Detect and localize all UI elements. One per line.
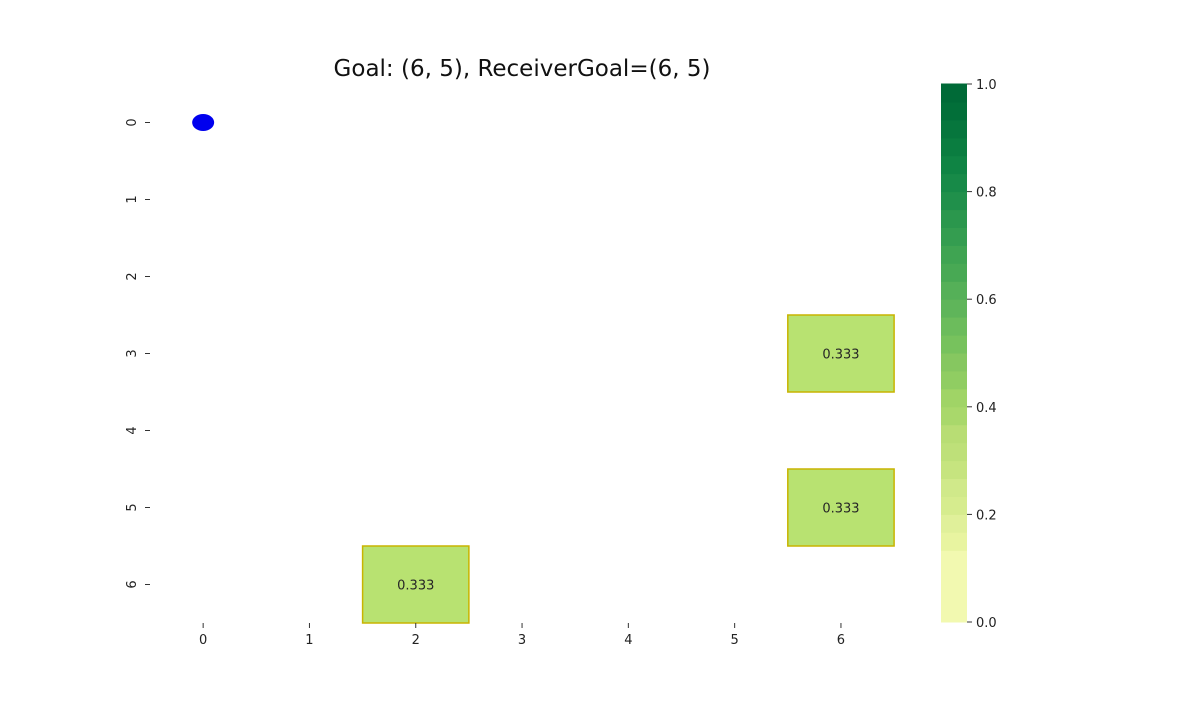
heatmap-cell bbox=[787, 314, 895, 393]
colorbar-segment bbox=[941, 567, 967, 587]
x-tick-label: 2 bbox=[412, 633, 420, 648]
marker-layer bbox=[192, 114, 215, 131]
x-tick-label: 1 bbox=[305, 633, 313, 648]
colorbar-tick-label: 0.2 bbox=[976, 508, 997, 523]
y-tick-label: 4 bbox=[125, 426, 140, 434]
colorbar-segment bbox=[941, 406, 967, 426]
colorbar-segment bbox=[941, 513, 967, 533]
x-tick-label: 3 bbox=[518, 633, 526, 648]
colorbar-tick-label: 0.8 bbox=[976, 186, 997, 201]
colorbar-segment bbox=[941, 603, 967, 623]
cell-value-label: 0.333 bbox=[822, 502, 859, 517]
colorbar-segment bbox=[941, 316, 967, 336]
colorbar-segment bbox=[941, 442, 967, 462]
x-tick-label: 4 bbox=[624, 633, 632, 648]
y-tick-label: 0 bbox=[125, 118, 140, 126]
colorbar-segment bbox=[941, 280, 967, 300]
x-tick-label: 5 bbox=[731, 633, 739, 648]
heatmap-cell bbox=[361, 545, 470, 624]
colorbar-segment bbox=[941, 137, 967, 157]
colorbar-segment bbox=[941, 191, 967, 211]
y-tick-label: 2 bbox=[125, 272, 140, 280]
cells-layer: 0.333 0.333 0.333 bbox=[361, 314, 895, 624]
chart-title: Goal: (6, 5), ReceiverGoal=(6, 5) bbox=[334, 56, 711, 82]
cell-value-label: 0.333 bbox=[397, 579, 434, 594]
colorbar-tick-label: 0.6 bbox=[976, 293, 997, 308]
y-tick-label: 5 bbox=[125, 503, 140, 511]
colorbar-segment bbox=[941, 262, 967, 282]
colorbar-segment bbox=[941, 173, 967, 193]
y-axis: 0 1 2 3 4 5 6 bbox=[125, 118, 150, 589]
colorbar-segment bbox=[941, 424, 967, 444]
colorbar-segment bbox=[941, 83, 967, 103]
agent-marker bbox=[192, 114, 215, 131]
y-tick-label: 6 bbox=[125, 580, 140, 588]
colorbar-segment bbox=[941, 244, 967, 264]
colorbar-tick-label: 0.0 bbox=[976, 616, 997, 631]
colorbar-tick-label: 1.0 bbox=[976, 78, 997, 93]
colorbar-segment bbox=[941, 298, 967, 318]
y-tick-label: 1 bbox=[125, 195, 140, 203]
colorbar-segment bbox=[941, 119, 967, 139]
colorbar: 0.0 0.2 0.4 0.6 0.8 1.0 bbox=[941, 78, 997, 631]
colorbar-segment bbox=[941, 155, 967, 175]
x-tick-label: 6 bbox=[837, 633, 845, 648]
cell-value-label: 0.333 bbox=[822, 348, 859, 363]
colorbar-segment bbox=[941, 209, 967, 228]
colorbar-segment bbox=[941, 226, 967, 246]
x-tick-label: 0 bbox=[199, 633, 207, 648]
colorbar-segment bbox=[941, 531, 967, 551]
colorbar-segment bbox=[941, 478, 967, 497]
heatmap-cell bbox=[787, 468, 895, 547]
colorbar-segment bbox=[941, 352, 967, 372]
colorbar-segment bbox=[941, 495, 967, 515]
colorbar-tick-label: 0.4 bbox=[976, 401, 997, 416]
y-tick-label: 3 bbox=[125, 349, 140, 357]
colorbar-segment bbox=[941, 370, 967, 390]
x-axis: 0 1 2 3 4 5 6 bbox=[199, 623, 845, 648]
colorbar-segment bbox=[941, 549, 967, 569]
colorbar-segment bbox=[941, 388, 967, 408]
colorbar-segment bbox=[941, 101, 967, 121]
colorbar-segment bbox=[941, 334, 967, 354]
colorbar-segment bbox=[941, 585, 967, 605]
colorbar-segment bbox=[941, 460, 967, 480]
